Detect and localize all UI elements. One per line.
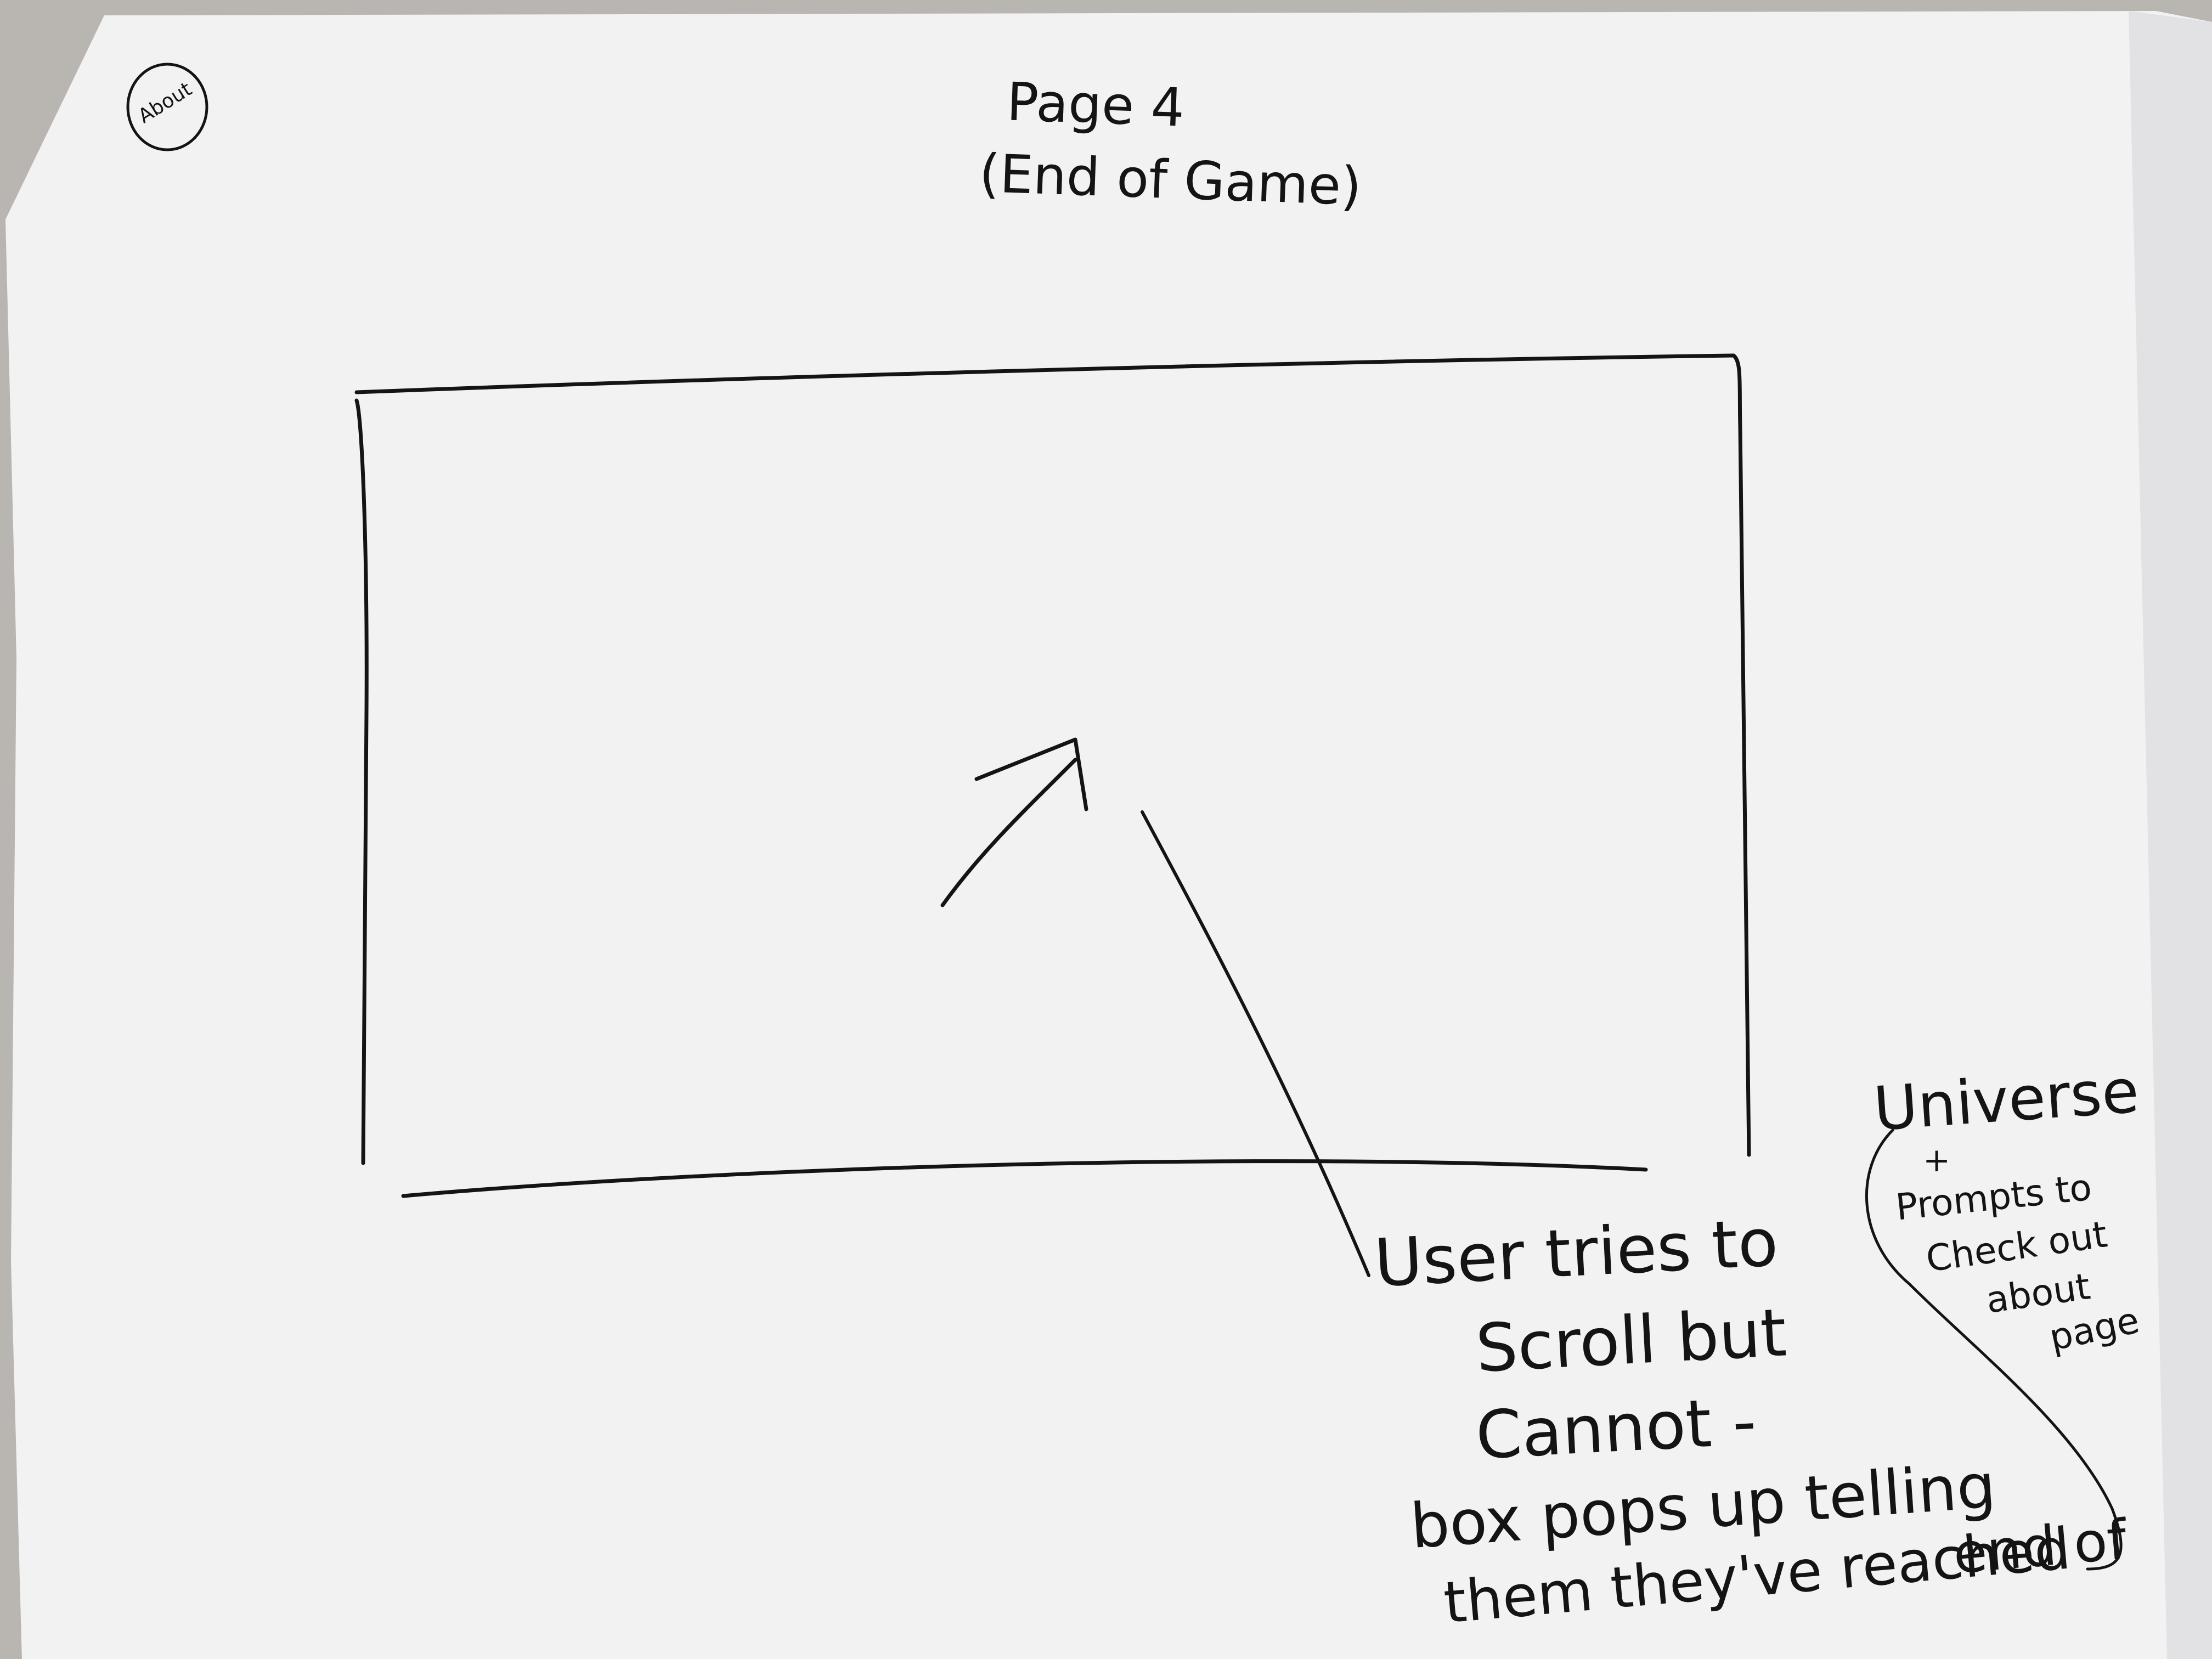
paper-shadow [2129, 11, 2212, 1659]
leader-line [1141, 810, 1370, 1277]
arrow-head-icon [974, 737, 1088, 811]
paper-sheet [5, 11, 2212, 1659]
scroll-note-line-6: end of [1950, 1507, 2130, 1587]
frame-left-line [354, 398, 369, 1165]
frame-bottom-line [401, 1159, 1648, 1198]
arrow-shaft [940, 758, 1077, 907]
frame-top-line [354, 353, 1736, 394]
scroll-note-line-1: User tries to [1372, 1204, 1780, 1302]
side-note-bracket [1865, 1128, 2123, 1571]
side-note-line-2: + [1923, 1141, 1951, 1180]
frame-right-line [1731, 353, 1751, 1157]
about-badge-circle [126, 63, 208, 151]
scroll-note-line-3: Cannot - [1474, 1383, 1758, 1475]
page-title: Page 4 [1006, 71, 1186, 139]
scroll-note-line-2: Scroll but [1474, 1295, 1788, 1387]
side-note-line-1: Universe [1871, 1056, 2141, 1144]
